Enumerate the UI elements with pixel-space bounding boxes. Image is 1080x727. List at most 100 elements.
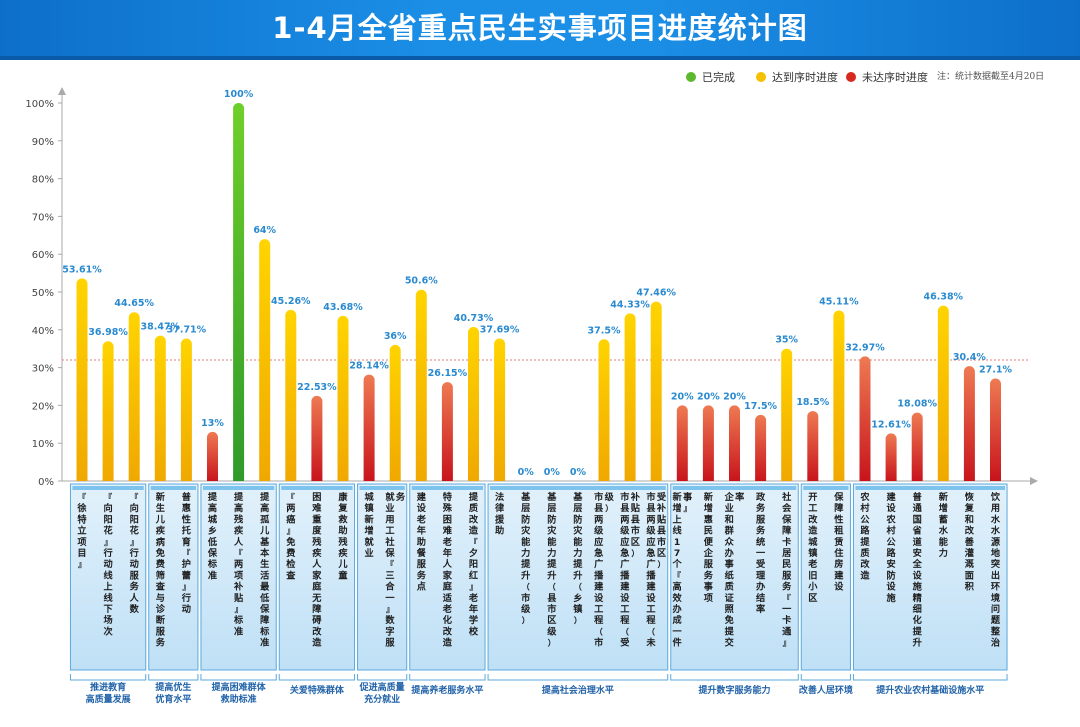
category-label-char: 乡 <box>573 593 582 604</box>
category-label-char: 疾 <box>234 525 244 537</box>
bar[interactable] <box>207 431 218 481</box>
category-label-char: 性 <box>182 513 191 525</box>
category-label-char: 用 <box>384 514 394 525</box>
category-label-char: 施 <box>887 592 897 604</box>
bar-value-label: 17.5% <box>744 401 777 412</box>
category-label-char: 字 <box>385 625 394 637</box>
category-label-char: 补 <box>630 491 641 503</box>
bar[interactable] <box>937 305 949 481</box>
category-label-char: 企 <box>724 491 735 503</box>
category-label-char: 全 <box>912 558 923 570</box>
bar[interactable] <box>859 356 871 481</box>
bar[interactable] <box>128 312 140 481</box>
category-label-char: 路 <box>887 547 897 559</box>
bar[interactable] <box>415 289 427 481</box>
category-label-char: 社 <box>781 491 792 503</box>
category-label-char: 重 <box>312 513 321 525</box>
category-group-box <box>200 483 277 671</box>
category-label-char: 提 <box>573 558 583 570</box>
bar[interactable] <box>468 327 479 481</box>
legend-item-behind-schedule: 未达序时进度 <box>846 69 928 85</box>
y-tick-label: 20% <box>32 401 54 412</box>
category-label-char: 力 <box>547 547 556 559</box>
bar[interactable] <box>494 338 506 481</box>
bar[interactable] <box>311 395 323 481</box>
bar[interactable] <box>911 412 923 481</box>
category-label-char: 改 <box>860 558 870 570</box>
bar[interactable] <box>441 382 453 481</box>
category-group-topline <box>672 486 797 490</box>
category-label-char: 村 <box>887 525 897 537</box>
bar-value-label: 26.15% <box>428 368 468 379</box>
category-label-char: 疾 <box>312 547 322 559</box>
category-label-char: ） <box>522 615 530 625</box>
category-label-char: 场 <box>104 614 113 626</box>
category-label-char: 助 <box>417 536 426 548</box>
bar[interactable] <box>885 433 897 481</box>
category-label-char: 饮 <box>990 491 1001 503</box>
category-label-char: 年 <box>417 525 426 537</box>
bar[interactable] <box>650 301 662 481</box>
category-label-char: 急 <box>620 547 629 559</box>
category-label-char: 广 <box>646 558 655 570</box>
bar[interactable] <box>990 378 1001 481</box>
category-label-char: 阳 <box>130 514 139 525</box>
bar[interactable] <box>259 239 271 481</box>
bar-value-label: 36% <box>384 331 407 342</box>
category-label-char: 质 <box>725 581 734 593</box>
bar[interactable] <box>781 348 793 481</box>
category-label-char: 『 <box>470 537 478 547</box>
category-label-char: 群 <box>724 525 735 537</box>
category-label-char: 就 <box>385 491 395 503</box>
category-label-char: 线 <box>104 592 114 604</box>
category-label-char: 』 <box>130 538 138 547</box>
bar[interactable] <box>807 411 819 481</box>
legend-item-on-schedule: 达到序时进度 <box>756 69 838 85</box>
category-label-char: ） <box>657 559 665 569</box>
bar[interactable] <box>233 103 245 482</box>
bar[interactable] <box>154 335 166 481</box>
bar[interactable] <box>676 405 688 481</box>
category-label-char: 急 <box>646 547 655 559</box>
category-label-char: 无 <box>311 593 322 604</box>
bar[interactable] <box>285 309 297 481</box>
bar[interactable] <box>180 338 192 481</box>
bar[interactable] <box>729 405 740 481</box>
category-label-char: 造 <box>808 525 818 537</box>
bar[interactable] <box>755 414 767 481</box>
category-label-char: 区 <box>547 615 556 626</box>
category-label-char: ） <box>574 615 582 625</box>
category-label-char: 费 <box>286 547 295 559</box>
category-group-topline <box>855 486 1006 490</box>
bar[interactable] <box>389 344 401 481</box>
group-label: 关爱特殊群体 <box>290 684 345 696</box>
category-label-char: 未 <box>645 637 656 649</box>
bar[interactable] <box>76 278 88 481</box>
bar[interactable] <box>702 405 714 481</box>
category-label-char: 障 <box>260 614 269 626</box>
bar[interactable] <box>337 315 349 481</box>
category-label-char: 贴 <box>656 513 667 525</box>
category-label-char: 高 <box>234 502 243 514</box>
category-label-char: 服 <box>704 559 714 570</box>
category-label-char: 困 <box>443 514 452 525</box>
bar[interactable] <box>598 339 610 481</box>
category-label-char: 数 <box>129 603 140 615</box>
bar[interactable] <box>833 310 845 481</box>
category-label-char: 儿 <box>337 559 348 570</box>
bar[interactable] <box>363 374 375 481</box>
category-label-char: 适 <box>443 592 453 604</box>
category-label-char: 灌 <box>965 547 974 559</box>
category-label-char: 』 <box>684 504 692 513</box>
category-label-char: 道 <box>913 536 923 548</box>
category-label-char: 行 <box>181 592 191 604</box>
bar[interactable] <box>963 366 975 481</box>
bar[interactable] <box>102 341 114 481</box>
category-label-char: 』 <box>104 538 112 547</box>
bar[interactable] <box>624 313 636 481</box>
category-group-box <box>278 483 356 671</box>
group-label: 改善人居环境 <box>799 684 853 696</box>
category-label-char: 基 <box>259 536 270 548</box>
category-label-char: 疾 <box>338 547 348 559</box>
category-label-char: 校 <box>469 625 479 637</box>
